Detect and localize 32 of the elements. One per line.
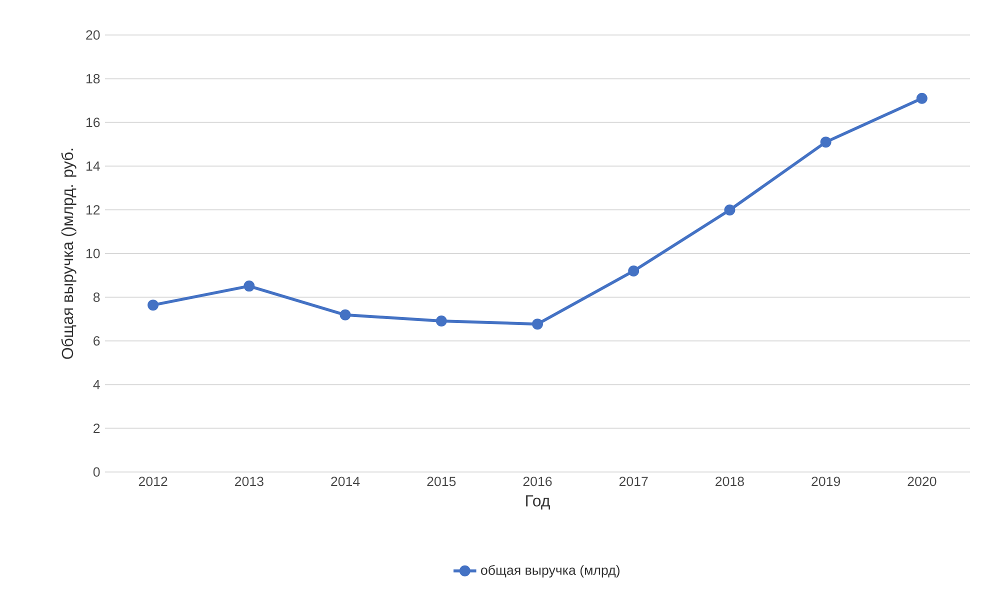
y-tick-label: 12 [86, 205, 100, 214]
x-tick-label: 2017 [619, 476, 648, 486]
point [436, 316, 447, 327]
point [244, 280, 255, 292]
y-tick-label: 0 [93, 467, 100, 477]
y-tick-label: 14 [86, 162, 100, 171]
y-tick-label: 4 [93, 380, 100, 390]
x-tick-label: 2014 [331, 476, 360, 486]
y-tick-label: 8 [93, 292, 100, 302]
x-tick-label: 2015 [427, 476, 456, 486]
point [532, 318, 544, 330]
point [340, 309, 351, 320]
x-tick-label: 2018 [716, 476, 744, 486]
point [628, 265, 640, 276]
y-axis-title: Общая выручка ()млрд. руб. [61, 148, 76, 359]
y-tick-label: 20 [86, 30, 100, 40]
x-tick-label: 2019 [812, 476, 840, 486]
point [916, 92, 928, 104]
x-axis-title: Год [526, 495, 550, 510]
y-tick-label: 18 [86, 74, 100, 84]
y-tick-label: 10 [86, 248, 100, 258]
y-tick-label: 16 [86, 118, 100, 128]
x-tick-label: 2013 [235, 476, 264, 486]
x-tick-label: 2016 [523, 476, 552, 486]
x-tick-label: 2012 [138, 476, 168, 486]
x-tick-label: 2020 [908, 476, 936, 486]
y-tick-label: 6 [94, 336, 100, 346]
point [724, 204, 736, 216]
point [820, 136, 832, 148]
point [148, 300, 159, 311]
legend-label: общая выручка (млрд) [481, 564, 620, 578]
y-tick-label: 2 [94, 424, 100, 433]
